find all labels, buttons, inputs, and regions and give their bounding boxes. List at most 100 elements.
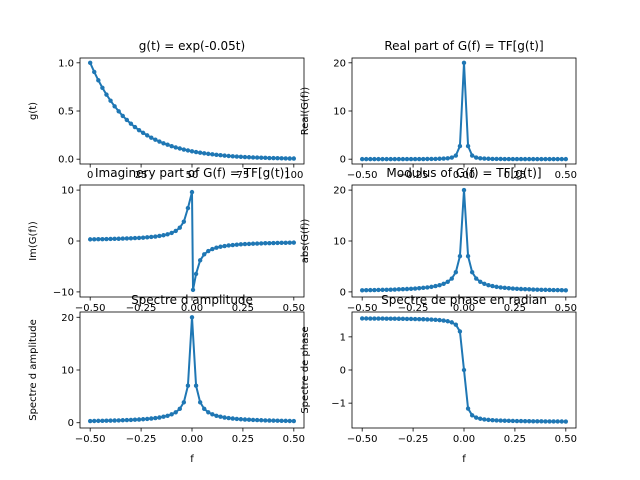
data-point xyxy=(287,156,292,161)
data-point xyxy=(364,288,369,293)
data-point xyxy=(433,156,438,162)
data-point xyxy=(506,156,511,162)
data-point xyxy=(222,153,227,158)
x-tick-label: −0.50 xyxy=(75,434,106,445)
data-point xyxy=(291,240,297,245)
data-point xyxy=(136,127,142,133)
data-point xyxy=(132,417,138,422)
data-point xyxy=(461,60,467,66)
data-point xyxy=(457,143,463,149)
data-point xyxy=(417,156,422,162)
data-point xyxy=(388,156,393,162)
data-point xyxy=(490,283,495,289)
data-point xyxy=(502,285,507,291)
data-point xyxy=(87,60,93,66)
data-point xyxy=(238,242,244,247)
data-point xyxy=(202,252,207,257)
data-point xyxy=(275,240,280,246)
data-point xyxy=(242,417,248,422)
data-point xyxy=(92,418,97,424)
data-point xyxy=(518,286,524,292)
data-point xyxy=(522,418,528,424)
x-tick-label: 0.00 xyxy=(181,434,203,445)
data-point xyxy=(559,156,564,162)
data-point xyxy=(469,413,475,418)
data-point xyxy=(514,156,520,162)
data-point xyxy=(498,285,503,290)
y-axis-label: Real(G(f)) xyxy=(300,87,311,136)
data-point xyxy=(87,237,93,242)
data-point xyxy=(563,156,569,162)
data-point xyxy=(445,319,450,324)
data-point xyxy=(267,240,272,246)
data-point xyxy=(502,156,507,162)
data-point xyxy=(551,287,556,293)
data-point xyxy=(157,415,162,420)
data-point xyxy=(388,287,393,292)
y-tick-label: −1 xyxy=(331,399,346,410)
data-point xyxy=(234,242,239,247)
data-point xyxy=(535,419,540,424)
data-point xyxy=(396,287,402,292)
data-point xyxy=(486,156,491,161)
data-point xyxy=(392,156,397,162)
data-point xyxy=(96,237,101,242)
data-point xyxy=(202,406,207,412)
data-point xyxy=(246,241,252,247)
data-point xyxy=(92,237,97,242)
data-point xyxy=(368,156,373,162)
x-tick-label: −0.50 xyxy=(75,303,106,314)
data-point xyxy=(250,417,256,423)
data-point xyxy=(189,315,195,320)
y-tick-label: 10 xyxy=(61,186,74,197)
data-point xyxy=(421,317,426,322)
data-point xyxy=(514,418,520,424)
y-tick-label: 20 xyxy=(61,313,74,324)
x-axis-label: f xyxy=(462,454,466,465)
data-point xyxy=(494,284,499,290)
data-point xyxy=(486,417,491,423)
data-point xyxy=(185,205,191,211)
data-point xyxy=(218,244,223,249)
y-tick-label: 0 xyxy=(340,155,346,166)
data-point xyxy=(291,418,297,424)
data-point xyxy=(87,418,93,424)
data-point xyxy=(271,418,276,423)
data-point xyxy=(412,286,418,291)
data-point xyxy=(417,286,422,291)
data-point xyxy=(193,271,199,277)
y-tick-label: 0 xyxy=(340,287,346,298)
data-point xyxy=(116,418,121,423)
data-point xyxy=(283,418,288,424)
data-point xyxy=(437,156,442,161)
data-point xyxy=(218,153,223,158)
data-point xyxy=(400,287,406,292)
data-point xyxy=(453,322,459,327)
series-line xyxy=(362,61,566,161)
y-axis-label: Spectre d amplitude xyxy=(28,319,39,421)
x-tick-label: 0.00 xyxy=(181,303,203,314)
data-point xyxy=(271,155,276,161)
data-point xyxy=(384,316,389,321)
data-point xyxy=(364,316,369,321)
data-point xyxy=(543,156,548,162)
data-point xyxy=(185,383,191,388)
data-point xyxy=(417,316,422,322)
data-point xyxy=(193,149,199,155)
data-point xyxy=(449,320,454,325)
data-point xyxy=(437,317,442,323)
data-point xyxy=(531,287,536,292)
data-point xyxy=(230,242,235,248)
data-point xyxy=(218,414,223,419)
data-point xyxy=(165,232,170,237)
data-point xyxy=(161,233,166,238)
y-tick-label: 0 xyxy=(340,366,346,377)
data-point xyxy=(478,279,483,285)
data-point xyxy=(234,154,239,159)
data-point xyxy=(124,117,130,123)
data-point xyxy=(486,282,491,288)
data-point xyxy=(539,287,544,292)
data-point xyxy=(259,155,264,160)
data-point xyxy=(259,418,264,423)
data-point xyxy=(250,155,256,160)
